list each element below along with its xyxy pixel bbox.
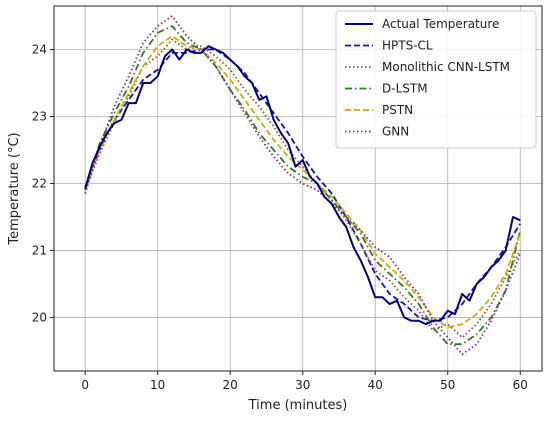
series-line-actual-temperature: [84, 45, 521, 326]
x-tick-label: 10: [150, 378, 165, 392]
x-tick-label: 60: [513, 378, 528, 392]
legend: Actual Temperature HPTS-CL Monolithic CNN-…: [335, 10, 537, 149]
x-tick-label: 0: [81, 378, 89, 392]
legend-label: D-LSTM: [382, 82, 428, 96]
x-tick-label: 20: [223, 378, 238, 392]
y-tick-label: 20: [32, 310, 47, 324]
y-tick-label: 23: [32, 110, 47, 124]
legend-box: [335, 10, 537, 149]
plot-frame: [53, 5, 543, 372]
y-tick-label: 24: [32, 43, 47, 57]
series-layer: [84, 15, 522, 356]
tick-layer: 0 10 20 30 40 50 60 20 21 22 23 24: [32, 43, 528, 392]
y-axis-label: Temperature (°C): [7, 132, 22, 245]
legend-label: Actual Temperature: [382, 17, 499, 31]
legend-label: PSTN: [382, 103, 413, 117]
y-tick-label: 22: [32, 176, 47, 190]
y-tick-label: 21: [32, 243, 47, 257]
legend-label: GNN: [382, 125, 409, 139]
legend-label: Monolithic CNN-LSTM: [382, 60, 510, 74]
x-tick-label: 30: [295, 378, 310, 392]
series-line-hpts-cl: [84, 48, 521, 322]
x-axis-label: Time (minutes): [248, 398, 348, 413]
legend-label: HPTS-CL: [382, 39, 433, 53]
x-tick-label: 50: [440, 378, 455, 392]
x-tick-label: 40: [368, 378, 383, 392]
series-line-d-lstm: [84, 25, 522, 346]
